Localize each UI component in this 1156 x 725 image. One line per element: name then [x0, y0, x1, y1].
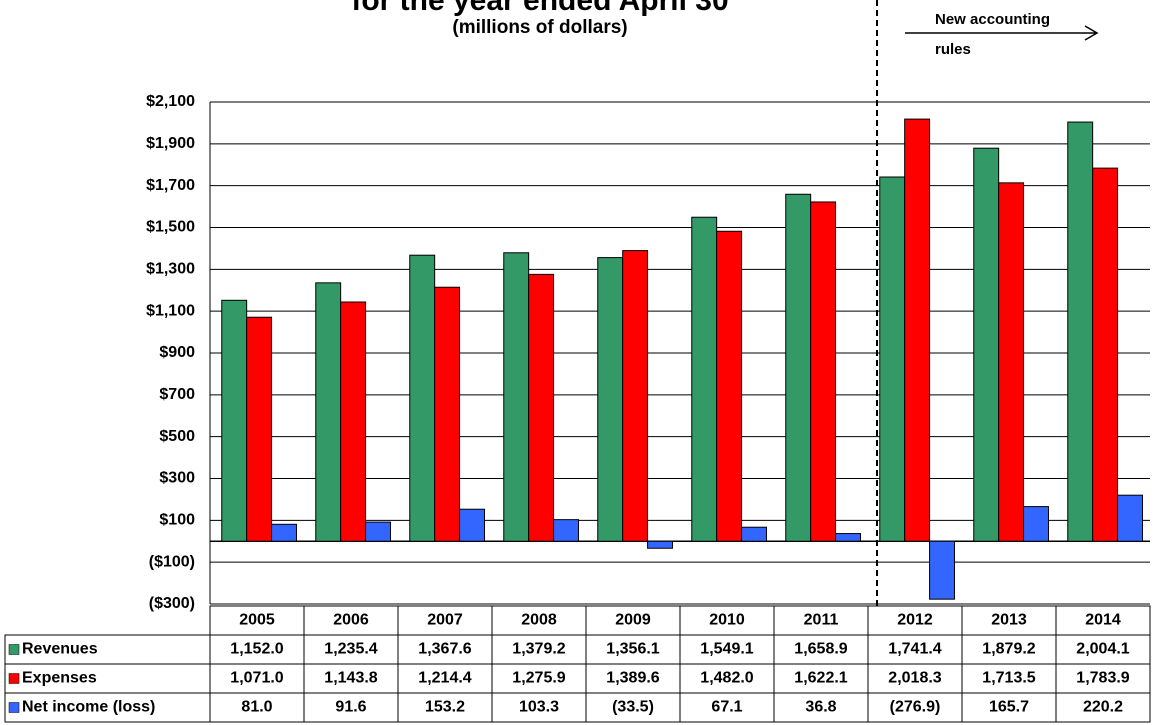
bar [271, 523, 297, 542]
table-value: 1,879.2 [982, 641, 1035, 658]
bar [528, 273, 555, 542]
bar [340, 301, 367, 542]
annotation-arrow [905, 25, 1099, 41]
legend-label: Revenues [22, 641, 98, 658]
table-value: 1,214.4 [418, 670, 471, 687]
annotation: New accounting [935, 11, 1050, 28]
chart-title: for the year ended April 30 [351, 0, 728, 17]
legend-swatch [8, 644, 20, 655]
bar [716, 230, 743, 542]
table-value: 2,018.3 [888, 670, 941, 687]
legend-swatch [8, 702, 20, 713]
bar [315, 282, 342, 542]
table-value: 1,713.5 [982, 670, 1035, 687]
table-value: 81.0 [241, 699, 272, 716]
bar [973, 147, 1000, 542]
x-tick-label: 2012 [897, 612, 933, 629]
bar [365, 521, 391, 542]
y-tick-label: $1,500 [146, 219, 195, 236]
y-tick-label: $1,100 [146, 302, 195, 319]
bar [597, 257, 624, 542]
y-tick-label: $1,300 [146, 261, 195, 278]
y-tick-label: $300 [159, 470, 195, 487]
table-value: 1,235.4 [324, 641, 377, 658]
table-value: 1,658.9 [794, 641, 847, 658]
table-value: 153.2 [425, 699, 465, 716]
y-tick-label: ($300) [149, 595, 195, 612]
y-tick-label: $700 [159, 386, 195, 403]
bar [434, 286, 461, 542]
legend-label: Expenses [22, 670, 97, 687]
table-value: 220.2 [1083, 699, 1123, 716]
bar [998, 182, 1025, 542]
table-value: 103.3 [519, 699, 559, 716]
bar [785, 193, 812, 542]
bar [741, 526, 767, 542]
x-tick-label: 2011 [804, 612, 839, 629]
chart-subtitle: (millions of dollars) [452, 17, 627, 38]
legend-swatch [8, 673, 20, 684]
bar [409, 254, 436, 542]
bar [647, 540, 673, 549]
x-tick-label: 2010 [709, 612, 745, 629]
table-value: 67.1 [711, 699, 742, 716]
y-tick-label: ($100) [149, 553, 195, 570]
table-value: 1,152.0 [230, 641, 283, 658]
x-tick-label: 2014 [1085, 612, 1121, 629]
bar [835, 533, 861, 542]
table-value: 1,071.0 [230, 670, 283, 687]
table-value: 1,389.6 [606, 670, 659, 687]
bar [810, 201, 837, 542]
y-tick-label: $900 [159, 344, 195, 361]
x-tick-label: 2007 [427, 612, 463, 629]
table-value: 36.8 [805, 699, 836, 716]
table-value: (276.9) [890, 699, 941, 716]
y-tick-label: $1,700 [146, 177, 195, 194]
annotation: rules [935, 41, 971, 58]
table-value: 1,356.1 [606, 641, 659, 658]
bar [879, 176, 906, 542]
x-tick-label: 2006 [333, 612, 369, 629]
table-value: 1,367.6 [418, 641, 471, 658]
table-frame [4, 634, 1151, 723]
bar [1092, 167, 1119, 542]
bar [1067, 121, 1094, 542]
bar [221, 299, 248, 542]
x-tick-label: 2009 [615, 612, 651, 629]
table-value: (33.5) [612, 699, 654, 716]
y-tick-label: $500 [159, 428, 195, 445]
table-value: 165.7 [989, 699, 1029, 716]
bar [553, 519, 579, 542]
table-value: 1,379.2 [512, 641, 565, 658]
y-tick-label: $2,100 [146, 93, 195, 110]
table-value: 91.6 [335, 699, 366, 716]
table-value: 1,143.8 [324, 670, 377, 687]
table-value: 1,549.1 [700, 641, 753, 658]
x-tick-label: 2005 [239, 612, 275, 629]
table-value: 2,004.1 [1076, 641, 1129, 658]
table-value: 1,622.1 [794, 670, 847, 687]
bar [459, 508, 485, 542]
table-value: 1,482.0 [700, 670, 753, 687]
table-value: 1,783.9 [1076, 670, 1129, 687]
bar [904, 118, 931, 542]
bar [1023, 506, 1049, 542]
x-tick-label: 2008 [521, 612, 557, 629]
y-tick-label: $1,900 [146, 135, 195, 152]
bar [929, 540, 955, 600]
x-tick-label: 2013 [991, 612, 1027, 629]
bar [622, 250, 649, 542]
bar [503, 252, 530, 542]
bar [1117, 494, 1143, 542]
legend-label: Net income (loss) [22, 699, 155, 716]
bar [691, 216, 718, 542]
table-value: 1,741.4 [888, 641, 941, 658]
bar [246, 316, 273, 542]
table-value: 1,275.9 [512, 670, 565, 687]
y-tick-label: $100 [159, 512, 195, 529]
